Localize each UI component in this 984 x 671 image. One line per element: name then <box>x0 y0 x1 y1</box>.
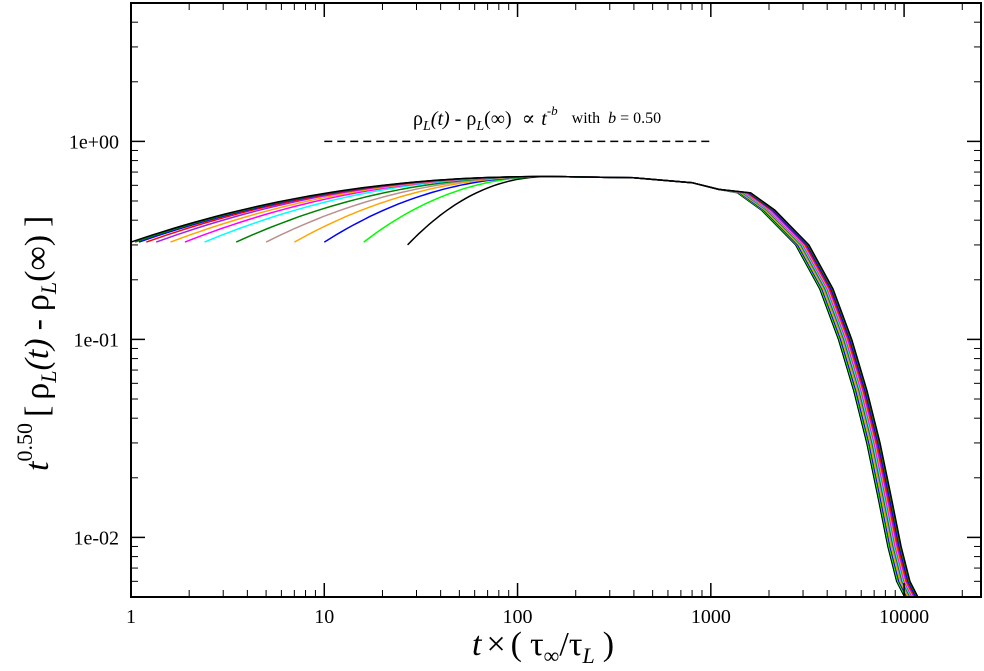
annotation: ρL(t) - ρL(∞) ∝ t-b with b = 0.50 <box>413 103 661 134</box>
tick-layer: 1 10 100 1000 10000 1e-02 1e-01 1e+00 <box>69 2 981 628</box>
series-layer <box>130 175 919 598</box>
y-label-bracket-open: [ <box>19 406 56 417</box>
x-label-tau2: τ <box>569 626 583 663</box>
annotation-b: b <box>608 110 616 127</box>
series-line <box>130 175 919 598</box>
y-label-arg1: (t) <box>19 338 56 370</box>
y-tick-label: 1e+00 <box>69 131 119 153</box>
y-label-L1: L <box>36 371 61 384</box>
x-label-open: ( <box>511 626 522 663</box>
y-label-L2: L <box>36 282 61 295</box>
x-tick-label: 10000 <box>879 606 929 628</box>
x-tick-label: 100 <box>503 606 533 628</box>
x-label-t: t <box>472 626 483 663</box>
x-tick-label: 1000 <box>691 606 731 628</box>
x-tick-label: 10 <box>314 606 334 628</box>
annotation-minus: - <box>450 108 467 130</box>
annotation-arg2: (∞) <box>484 108 512 130</box>
annotation-arg1: (t) <box>431 108 450 130</box>
x-label-tau: τ <box>530 626 544 663</box>
y-axis-label: t0.50[ρL(t)-ρL(∞)] <box>12 216 61 471</box>
y-label-t: t <box>19 460 56 471</box>
annotation-L2: L <box>475 119 484 134</box>
x-label-close: ) <box>603 626 614 663</box>
annotation-rho2: ρ <box>466 108 476 130</box>
annotation-rho1: ρ <box>413 108 423 130</box>
plot-frame <box>130 2 982 598</box>
y-label-exp: 0.50 <box>12 423 37 462</box>
y-label-bracket-close: ] <box>19 216 56 227</box>
y-label-arg2: (∞) <box>19 235 56 282</box>
y-label-rho1: ρ <box>19 383 56 400</box>
annotation-prop: ∝ <box>522 108 536 130</box>
annotation-eq: = 0.50 <box>616 110 661 127</box>
annotation-L1: L <box>422 119 431 134</box>
y-tick-label: 1e-02 <box>73 527 119 549</box>
annotation-t: t <box>541 108 547 130</box>
x-label-L: L <box>581 643 594 668</box>
annotation-exp: -b <box>547 103 558 118</box>
annotation-with: with <box>572 110 600 127</box>
x-label-inf: ∞ <box>544 643 560 668</box>
y-tick-label: 1e-01 <box>73 329 119 351</box>
x-axis-label: t ×(τ∞/τL) <box>472 626 614 668</box>
x-label-slash: / <box>559 626 569 663</box>
y-label-minus: - <box>19 319 56 330</box>
x-label-times: × <box>486 626 505 663</box>
x-tick-label: 1 <box>126 606 136 628</box>
y-label-rho2: ρ <box>19 294 56 311</box>
